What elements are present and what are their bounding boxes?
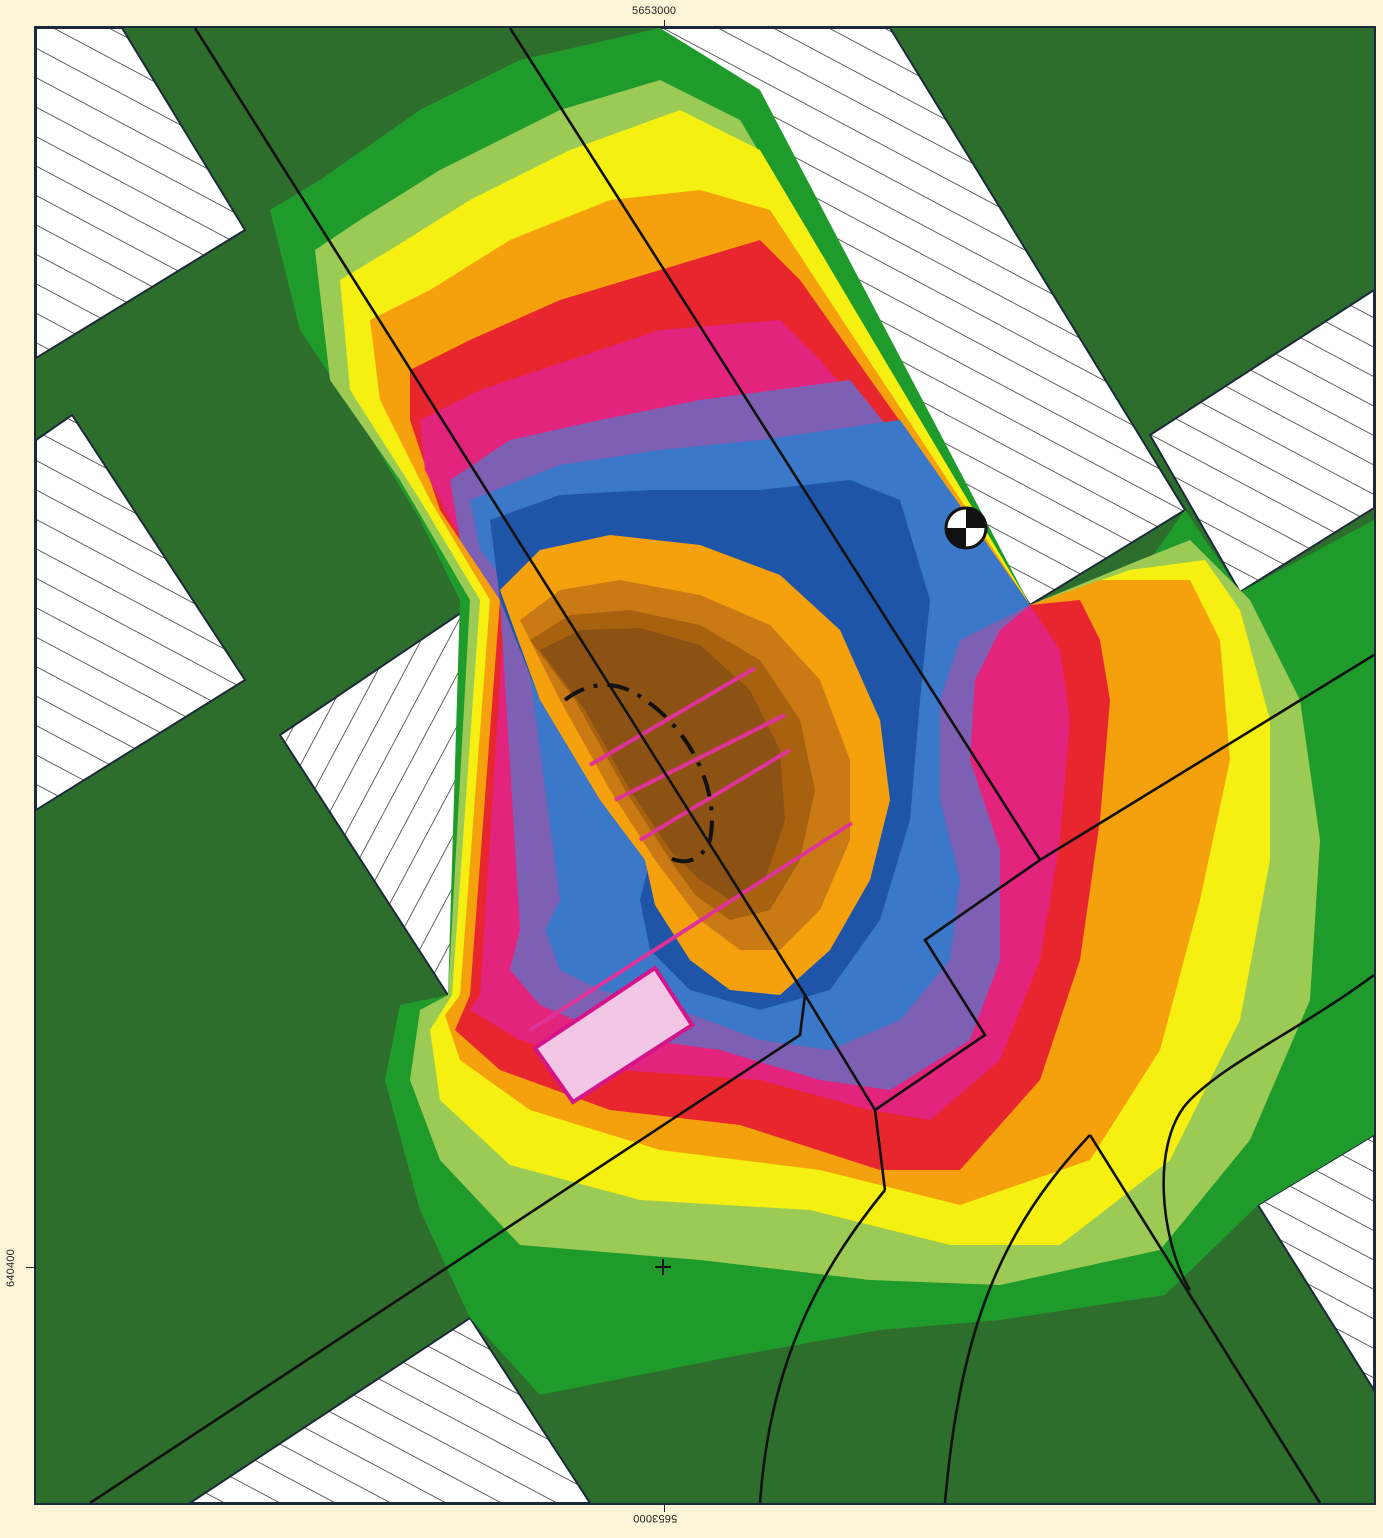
building-footprint[interactable]: [532, 965, 695, 1105]
hatched-zone-e: [1148, 288, 1374, 594]
parcel-lines: [89, 28, 1374, 1503]
pink-line-2: [614, 713, 786, 802]
contour-bands: [270, 28, 1374, 1395]
survey-point-icon[interactable]: [944, 506, 988, 550]
hatched-zone-s: [188, 1316, 592, 1503]
parcel-line-f: [1088, 1134, 1322, 1503]
parcel-curve-3: [1162, 973, 1374, 1291]
parcel-curve-1: [758, 1189, 887, 1503]
parcel-line-e: [874, 858, 1041, 1112]
tick-bottom: [664, 1502, 665, 1512]
tick-top: [664, 20, 665, 30]
pink-lines: [528, 666, 854, 1032]
hatched-zone-nw: [36, 28, 247, 360]
coordinate-label-left: 640400: [4, 1249, 17, 1287]
pink-line-1: [588, 666, 757, 767]
coordinate-label-top: 5653000: [632, 5, 677, 17]
crosshair-plus-icon: [655, 1259, 671, 1275]
pink-line-3: [638, 748, 792, 842]
parcel-line-c: [89, 994, 807, 1503]
map-canvas[interactable]: [34, 26, 1376, 1505]
tick-left: [26, 1267, 36, 1268]
pink-line-4: [528, 821, 854, 1032]
parcel-line-a: [193, 28, 807, 996]
parcel-curve-2: [943, 1134, 1091, 1503]
coordinate-label-bottom: 5653000: [633, 1512, 678, 1524]
hatched-zone-w: [36, 413, 247, 812]
band-brown-core: [540, 628, 785, 900]
